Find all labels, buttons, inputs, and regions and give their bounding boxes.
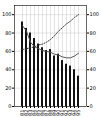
svg-text:100: 100 [90,11,100,17]
svg-text:40: 40 [90,66,96,72]
svg-text:20: 20 [90,85,96,91]
svg-text:40: 40 [5,66,11,72]
svg-text:82: 82 [23,109,30,116]
svg-text:80: 80 [90,30,96,36]
svg-text:85: 85 [35,109,42,116]
svg-text:100: 100 [2,11,12,17]
svg-text:60: 60 [5,48,11,54]
svg-text:94: 94 [71,109,78,116]
svg-text:93: 93 [67,109,74,116]
svg-text:89: 89 [51,109,58,116]
svg-text:86: 86 [39,109,46,116]
svg-text:92: 92 [63,109,70,116]
svg-text:88: 88 [47,109,54,116]
svg-text:0: 0 [90,103,93,109]
svg-text:91: 91 [59,109,66,116]
svg-text:83: 83 [27,109,34,116]
svg-text:0: 0 [8,103,11,109]
svg-text:90: 90 [55,109,62,116]
svg-text:81: 81 [19,109,26,116]
svg-text:95: 95 [75,110,81,116]
svg-text:20: 20 [5,85,11,91]
svg-text:80: 80 [5,30,11,36]
svg-text:87: 87 [43,109,50,116]
svg-text:60: 60 [90,48,96,54]
svg-text:84: 84 [31,109,38,116]
